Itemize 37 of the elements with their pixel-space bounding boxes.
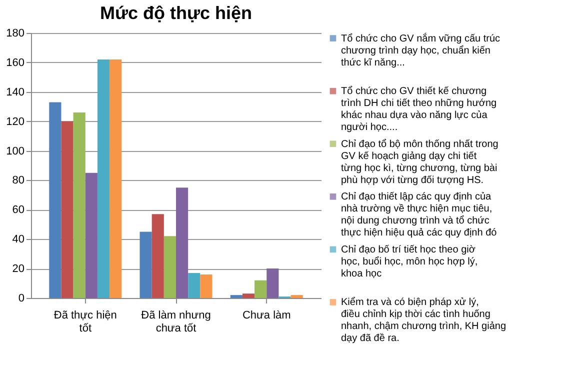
bar — [164, 236, 176, 298]
chart-title: Mức độ thực hiện — [100, 3, 252, 23]
bar — [49, 102, 62, 298]
bar — [200, 274, 212, 298]
x-tick-label: Đã làm nhưng chưa tốt — [141, 310, 211, 334]
bar — [266, 268, 279, 298]
y-tick-label: 140 — [6, 86, 24, 98]
bar — [254, 280, 267, 298]
legend-label: Chỉ đạo tổ bộ môn thống nhất trong GV kế hoạch giảng dạy chi tiết từng học kì, từng chương, từng bài phù hợp với từng đối tượng HS. — [341, 138, 498, 186]
y-tick-label: 160 — [6, 56, 24, 69]
bar — [97, 60, 110, 298]
x-tick-label: Chưa làm — [242, 310, 291, 322]
legend-label: Chỉ đạo thiết lập các quy định của nhà trường về thực hiện mục tiêu, nội dung chương trình và tổ chức thực hiện hiệu quả các quy định đó — [341, 192, 498, 239]
y-tick-label: 100 — [6, 145, 24, 158]
y-tick-label: 20 — [12, 263, 24, 276]
y-tick-label: 0 — [18, 292, 24, 304]
x-tick-label: Đã thực hiện tốt — [54, 310, 117, 334]
legend-label: Chỉ đạo bố trí tiết học theo giờ học, buổi học, môn học hợp lý, khoa học — [341, 244, 478, 280]
y-tick-label: 60 — [12, 204, 24, 216]
y-tick-label: 80 — [12, 174, 24, 187]
bar — [73, 112, 86, 298]
legend-label: Kiểm tra và có biện pháp xử lý, điều chỉnh kịp thời các tình huống nhanh, chậm chương trình, KH giảng dạy đã đề ra. — [341, 296, 506, 344]
bar — [242, 294, 255, 298]
bar — [188, 272, 200, 298]
y-tick-label: 180 — [6, 28, 24, 40]
bar — [176, 188, 188, 298]
bar — [61, 121, 74, 298]
legend-label: Tổ chức cho GV thiết kế chương trình DH chi tiết theo những hướng khác nhau dựa vào năng lực của người học.... — [341, 85, 497, 134]
bar — [140, 232, 152, 298]
bar — [85, 172, 98, 298]
bar — [290, 295, 303, 298]
legend-label: Tổ chức cho GV nắm vững cấu trúc chương trình dạy học, chuẩn kiến thức kĩ năng... — [341, 32, 500, 68]
bar — [152, 214, 164, 298]
bar — [230, 295, 242, 298]
y-tick-label: 120 — [6, 116, 24, 128]
y-tick-label: 40 — [12, 234, 24, 246]
bar — [110, 60, 122, 298]
